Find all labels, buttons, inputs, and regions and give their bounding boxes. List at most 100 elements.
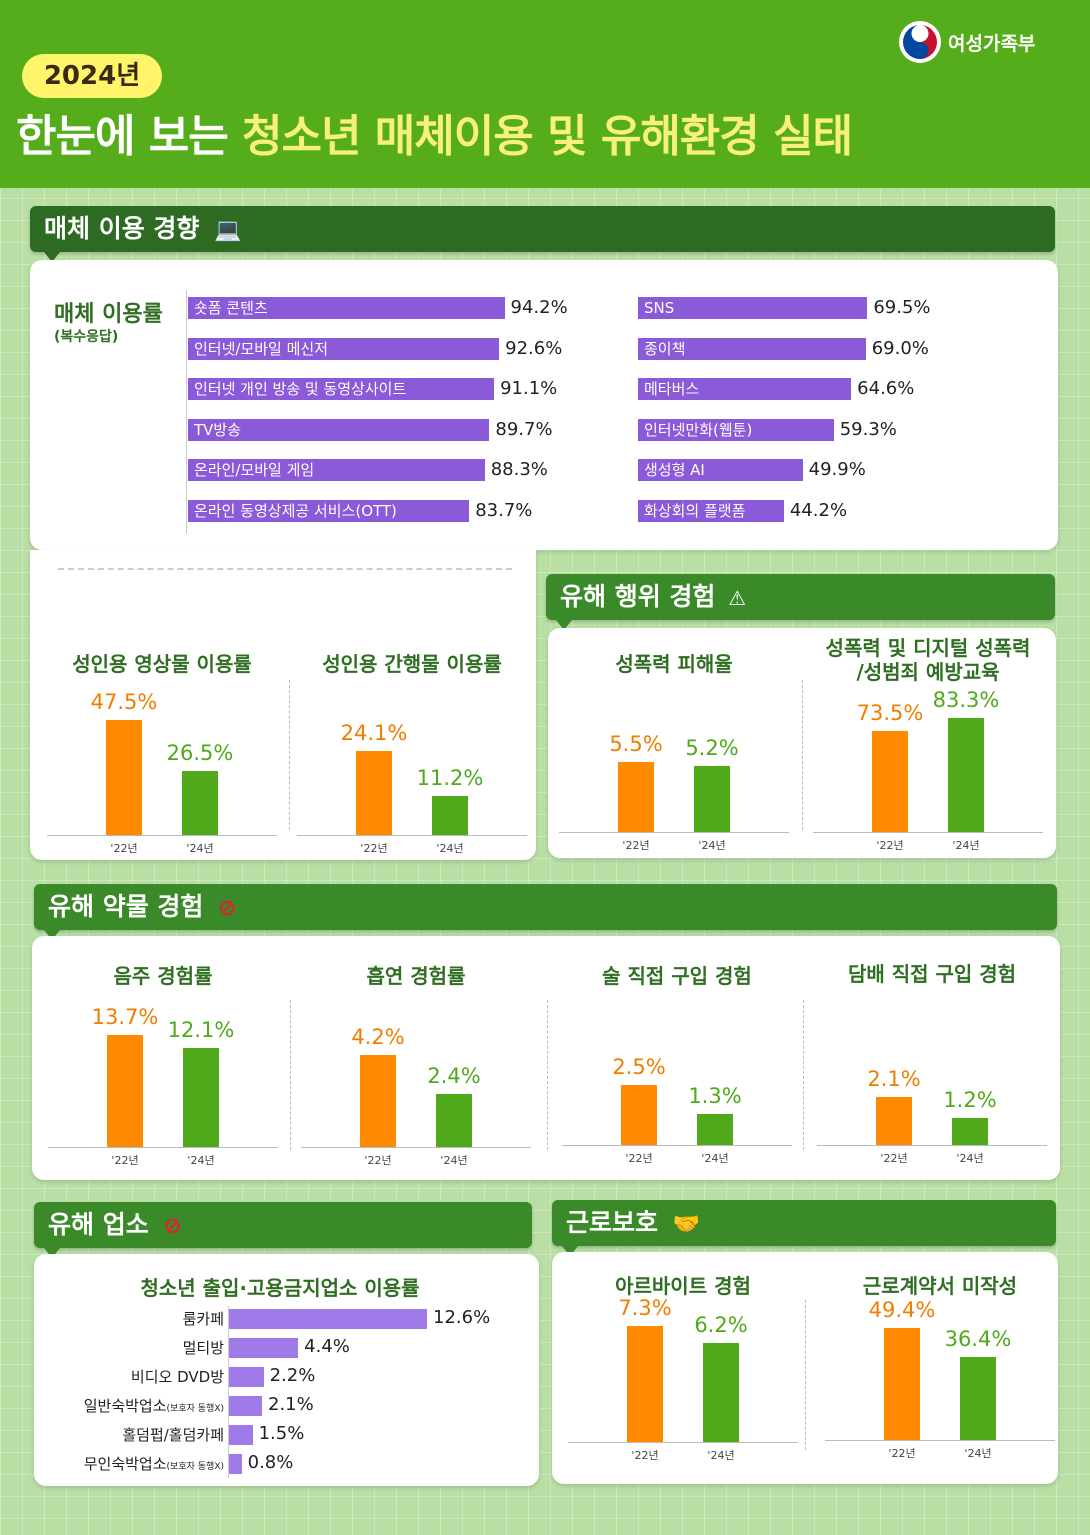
tick-8-1: '24년 xyxy=(701,1152,729,1165)
place-bar-1 xyxy=(229,1338,299,1358)
title-yellow: 청소년 매체이용 및 유해환경 실태 xyxy=(242,111,853,162)
value-media-right-5: 44.2% xyxy=(789,499,848,521)
bar-media-left-5: 온라인 동영상제공 서비스(OTT) xyxy=(188,499,470,522)
value-media-right-0: 69.5% xyxy=(873,297,931,318)
ministry-logo: 여성가족부 xyxy=(898,20,1035,64)
bar-8-0 xyxy=(621,1085,657,1145)
bar-media-right-5: 화상회의 플랫폼 xyxy=(638,499,784,522)
tick-11-1: '24년 xyxy=(707,1449,735,1462)
baseline-9 xyxy=(817,1145,1047,1146)
baseline-3 xyxy=(297,835,527,836)
section-place-title: 유해 업소 xyxy=(48,1210,149,1239)
ministry-name: 여성가족부 xyxy=(948,32,1036,55)
bar-value-8-0: 2.5% xyxy=(612,1055,666,1079)
bar-media-left-4: 온라인/모바일 게임 xyxy=(188,459,485,481)
media-sublabel: (복수응답) xyxy=(54,329,119,345)
tick-3-0: '22년 xyxy=(360,842,388,855)
bar-value-5-1: 83.3% xyxy=(932,688,1000,712)
bar-2-1 xyxy=(182,770,218,835)
value-media-left-1: 92.6% xyxy=(505,337,563,359)
section-media-title: 매체 이용 경향 xyxy=(44,214,200,243)
taegeuk-icon xyxy=(899,21,941,63)
bar-value-3-1: 11.2% xyxy=(416,765,484,790)
page-title: 한눈에 보는 청소년 매체이용 및 유해환경 실태 xyxy=(16,100,853,164)
place-axis xyxy=(228,1306,229,1478)
bar-11-0 xyxy=(627,1326,663,1442)
value-media-right-3: 59.3% xyxy=(839,418,897,440)
place-card xyxy=(34,1254,539,1486)
section-place-header: 유해 업소 ⊘ xyxy=(34,1202,532,1248)
bar-9-1 xyxy=(952,1117,988,1145)
bar-7-1 xyxy=(436,1094,472,1147)
bar-value-6-0: 13.7% xyxy=(91,1005,159,1029)
place-label-note-3: (보호자 동행X) xyxy=(166,1404,224,1414)
section-harm-header: 유해 행위 경험 ⚠ xyxy=(546,574,1055,620)
tick-5-0: '22년 xyxy=(876,839,904,852)
tick-7-0: '22년 xyxy=(364,1154,392,1167)
value-media-left-4: 88.3% xyxy=(490,459,548,480)
bar-value-2-0: 47.5% xyxy=(90,690,158,714)
bar-value-4-1: 5.2% xyxy=(685,735,739,760)
bar-11-1 xyxy=(703,1343,739,1442)
bar-5-1 xyxy=(948,718,984,832)
bar-7-0 xyxy=(360,1055,396,1147)
bar-value-9-1: 1.2% xyxy=(943,1087,997,1112)
chart-title-place: 청소년 출입·고용금지업소 이용률 xyxy=(140,1276,420,1300)
baseline-7 xyxy=(301,1147,531,1148)
section-drug-header: 유해 약물 경험 ⊘ xyxy=(34,884,1057,930)
bar-media-left-3: TV방송 xyxy=(188,418,490,441)
bar-media-right-3: 인터넷만화(웹툰) xyxy=(638,418,834,441)
tick-12-1: '24년 xyxy=(964,1447,992,1460)
bar-value-11-1: 6.2% xyxy=(694,1313,748,1338)
bar-value-5-0: 73.5% xyxy=(856,701,924,726)
bar-12-1 xyxy=(960,1357,996,1440)
bar-3-0 xyxy=(356,751,392,835)
no-drug-icon: ⊘ xyxy=(218,896,237,921)
place-label-3: 일반숙박업소(보호자 동행X) xyxy=(83,1397,224,1415)
baseline-4 xyxy=(559,832,789,833)
tick-5-1: '24년 xyxy=(952,839,980,852)
tick-6-1: '24년 xyxy=(187,1154,215,1167)
place-value-0: 12.6% xyxy=(433,1307,491,1328)
bar-12-0 xyxy=(884,1328,920,1440)
value-media-right-2: 64.6% xyxy=(857,378,915,399)
bar-value-4-0: 5.5% xyxy=(609,732,663,756)
bar-value-7-0: 4.2% xyxy=(351,1025,405,1049)
warning-icon: ⚠ xyxy=(728,586,747,610)
value-media-left-2: 91.1% xyxy=(500,378,558,399)
section-drug-title: 유해 약물 경험 xyxy=(48,892,204,921)
chart-title-7: 흡연 경험률 xyxy=(366,964,466,988)
place-bar-3 xyxy=(229,1396,262,1416)
tick-2-1: '24년 xyxy=(186,842,214,855)
tick-4-1: '24년 xyxy=(698,839,726,852)
bar-value-8-1: 1.3% xyxy=(688,1083,742,1108)
section-harm-title: 유해 행위 경험 xyxy=(560,582,716,611)
bar-value-3-0: 24.1% xyxy=(340,721,408,745)
place-bar-2 xyxy=(229,1367,264,1387)
media-label: 매체 이용률 xyxy=(54,302,163,327)
tick-2-0: '22년 xyxy=(110,842,138,855)
chart-title-3: 성인용 간행물 이용률 xyxy=(322,652,502,676)
place-value-1: 4.4% xyxy=(304,1336,350,1357)
year-badge: 2024년 xyxy=(22,54,162,98)
tick-9-0: '22년 xyxy=(880,1152,908,1165)
bar-9-0 xyxy=(876,1097,912,1145)
tick-8-0: '22년 xyxy=(625,1152,653,1165)
chart-title-6: 음주 경험률 xyxy=(113,964,213,988)
value-media-left-3: 89.7% xyxy=(495,418,553,440)
place-label-5: 무인숙박업소(보호자 동행X) xyxy=(83,1455,224,1473)
section-media-header: 매체 이용 경향 💻 xyxy=(30,206,1055,252)
bar-value-11-0: 7.3% xyxy=(618,1296,672,1320)
bar-media-left-1: 인터넷/모바일 메신저 xyxy=(188,337,500,360)
bar-media-right-2: 메타버스 xyxy=(638,378,852,400)
bar-8-1 xyxy=(697,1113,733,1145)
place-bar-4 xyxy=(229,1425,253,1445)
chart-title-5: /성범죄 예방교육 xyxy=(856,660,1000,684)
value-media-left-5: 83.7% xyxy=(475,499,533,521)
divider xyxy=(58,568,512,570)
media-axis xyxy=(186,290,187,534)
chart-title-11: 아르바이트 경험 xyxy=(615,1274,751,1298)
baseline-2 xyxy=(47,835,277,836)
tick-12-0: '22년 xyxy=(888,1447,916,1460)
place-value-5: 0.8% xyxy=(247,1452,294,1473)
